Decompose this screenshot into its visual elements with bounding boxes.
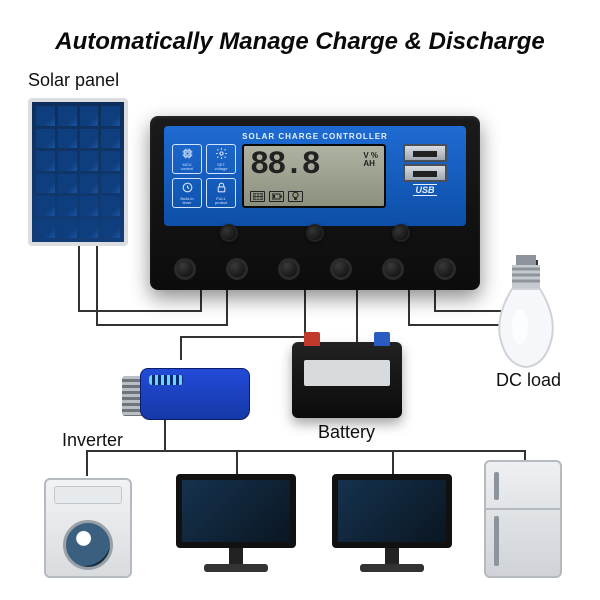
wire [164, 420, 166, 450]
wire [86, 450, 526, 452]
terminal-solar-neg[interactable] [226, 258, 248, 280]
solar-panel-graphic [28, 98, 128, 246]
page-title: Automatically Manage Charge & Discharge [0, 28, 600, 56]
wire [226, 290, 228, 324]
lcd-units: V % AH [363, 152, 378, 168]
feature-set: SETvoltage [206, 144, 236, 174]
feature-icon-grid: MCUcontrol SETvoltage Build-intimer [172, 144, 236, 208]
label-solar-panel: Solar panel [28, 70, 119, 91]
wire [86, 450, 88, 476]
terminal-load-neg[interactable] [434, 258, 456, 280]
lcd-readout: 88.8 [250, 149, 378, 181]
battery-icon [269, 191, 284, 202]
bulb-icon [288, 191, 303, 202]
inverter-graphic [122, 356, 250, 420]
controller-button-up[interactable] [306, 224, 324, 242]
feature-label: voltage [215, 166, 228, 171]
feature-label: timer [183, 200, 192, 205]
panel-icon [250, 191, 265, 202]
controller-product-title: SOLAR CHARGE CONTROLLER [172, 132, 458, 141]
label-dc-load: DC load [496, 370, 561, 391]
wire [434, 290, 436, 310]
appliance-monitor [176, 474, 296, 578]
wire [96, 324, 228, 326]
appliance-fridge [484, 460, 562, 578]
wire [356, 290, 358, 342]
wire [78, 246, 80, 312]
feature-protect: FULLprotect [206, 178, 236, 208]
chip-icon [181, 147, 194, 161]
usb-section: USB [392, 144, 458, 208]
wire [392, 450, 394, 476]
wire [236, 450, 238, 476]
wire [180, 336, 306, 338]
controller-face: SOLAR CHARGE CONTROLLER MCUcontrol SETvo… [164, 126, 466, 226]
lock-icon [215, 181, 228, 195]
terminal-battery-pos[interactable] [278, 258, 300, 280]
usb-port-2[interactable] [403, 164, 447, 182]
feature-mcu: MCUcontrol [172, 144, 202, 174]
wire [408, 290, 410, 324]
feature-label: protect [215, 200, 227, 205]
battery-graphic [292, 342, 402, 418]
gear-icon [215, 147, 228, 161]
appliance-tv [332, 474, 452, 578]
label-battery: Battery [318, 422, 375, 443]
controller-button-down[interactable] [392, 224, 410, 242]
clock-icon [181, 181, 194, 195]
usb-port-1[interactable] [403, 144, 447, 162]
controller-button-menu[interactable] [220, 224, 238, 242]
terminal-solar-pos[interactable] [174, 258, 196, 280]
controller-lcd: 88.8 V % AH [242, 144, 386, 208]
lcd-units-line2: AH [363, 159, 375, 168]
usb-label: USB [413, 184, 436, 196]
feature-timer: Build-intimer [172, 178, 202, 208]
label-inverter: Inverter [62, 430, 123, 451]
feature-label: control [181, 166, 193, 171]
wire [96, 246, 98, 326]
dc-load-bulb [486, 255, 566, 370]
terminal-battery-neg[interactable] [330, 258, 352, 280]
appliance-washer [44, 478, 132, 578]
wire [200, 290, 202, 310]
terminal-load-pos[interactable] [382, 258, 404, 280]
charge-controller: SOLAR CHARGE CONTROLLER MCUcontrol SETvo… [150, 116, 480, 290]
